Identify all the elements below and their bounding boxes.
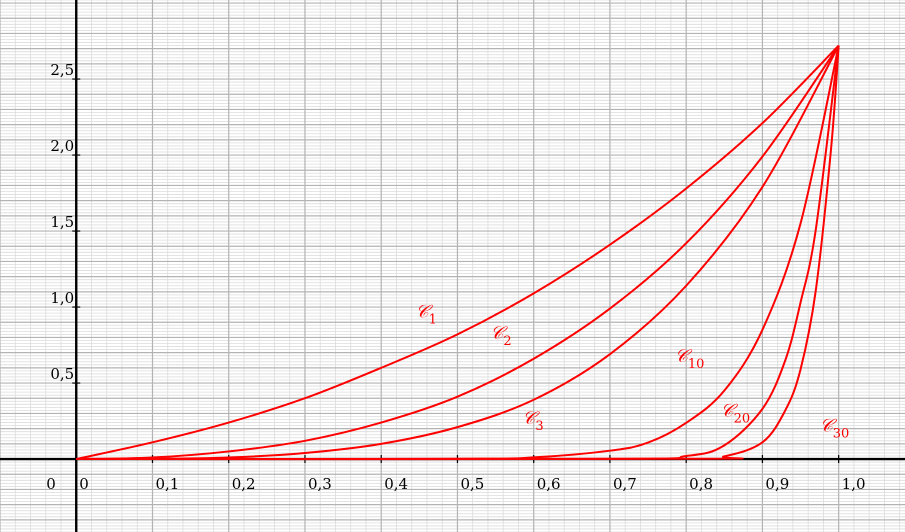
x-tick-label: 0,6 [537,475,561,493]
curve-label-c3: 𝒞3 [522,408,543,434]
curve-c3 [76,45,840,461]
x-tick-label: 0,3 [308,475,332,493]
x-tick-label: 1,0 [842,475,866,493]
y-tick-labels: 0,5 1,0 1,5 2,0 2,5 [50,61,74,383]
x-tick-label: 0,8 [689,475,713,493]
x-tick-labels: 0 0,1 0,2 0,3 0,4 0,5 0,6 0,7 0,8 0,9 1,0 [79,475,865,493]
curves [76,44,840,461]
y-tick-label: 0,5 [50,365,74,383]
x-tick-label: 0,9 [765,475,789,493]
y-tick-label: 2,5 [50,61,74,79]
x-tick-label: 0 [79,475,89,493]
y-tick-label: 2,0 [50,137,74,155]
x-tick-label: 0,2 [232,475,256,493]
curve-c2 [76,45,840,461]
curve-label-c1: 𝒞1 [416,302,437,328]
curve-c1 [76,44,840,461]
origin-label: 0 [46,475,56,493]
y-tick-label: 1,0 [50,289,74,307]
x-tick-label: 0,5 [460,475,484,493]
curve-label-c2: 𝒞2 [490,323,511,349]
x-tick-label: 0,7 [613,475,637,493]
y-tick-label: 1,5 [50,213,74,231]
x-tick-label: 0,4 [384,475,408,493]
curve-c30 [76,45,840,461]
x-tick-label: 0,1 [155,475,179,493]
